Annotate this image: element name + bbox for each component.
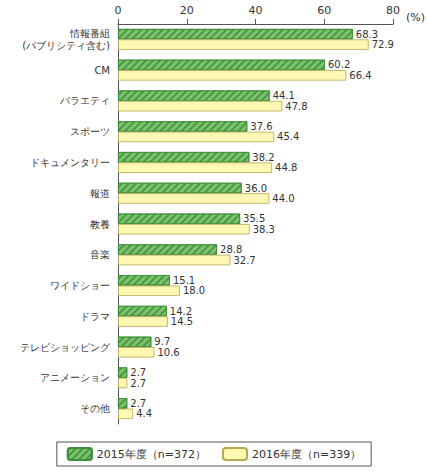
- svg-text:38.3: 38.3: [253, 224, 275, 235]
- svg-text:10.6: 10.6: [157, 347, 179, 358]
- svg-text:2.7: 2.7: [130, 367, 146, 378]
- svg-text:32.7: 32.7: [233, 255, 255, 266]
- svg-text:スポーツ: スポーツ: [70, 126, 110, 137]
- svg-text:35.5: 35.5: [243, 213, 265, 224]
- svg-text:80: 80: [386, 4, 400, 17]
- svg-text:47.8: 47.8: [285, 101, 307, 112]
- svg-text:(%): (%): [406, 11, 425, 24]
- svg-text:18.0: 18.0: [183, 285, 205, 296]
- svg-text:20: 20: [180, 4, 194, 17]
- svg-text:45.4: 45.4: [277, 131, 299, 142]
- svg-text:38.2: 38.2: [252, 152, 274, 163]
- svg-text:音楽: 音楽: [90, 249, 110, 260]
- svg-text:バラエティ: バラエティ: [59, 95, 110, 106]
- svg-text:報道: 報道: [90, 188, 110, 199]
- svg-text:テレビショッピング: テレビショッピング: [20, 342, 111, 353]
- svg-text:0: 0: [115, 4, 122, 17]
- svg-text:2.7: 2.7: [130, 378, 146, 389]
- svg-text:CM: CM: [94, 65, 110, 76]
- svg-text:72.9: 72.9: [372, 39, 394, 50]
- svg-text:44.8: 44.8: [275, 162, 297, 173]
- svg-text:36.0: 36.0: [245, 183, 267, 194]
- svg-text:(パブリシティ含む): (パブリシティ含む): [22, 40, 110, 51]
- svg-text:68.3: 68.3: [356, 29, 378, 40]
- svg-text:2015年度（n=372）: 2015年度（n=372）: [97, 448, 206, 461]
- svg-text:66.4: 66.4: [349, 70, 371, 81]
- svg-text:44.0: 44.0: [272, 193, 294, 204]
- svg-text:40: 40: [249, 4, 263, 17]
- svg-text:37.6: 37.6: [250, 121, 272, 132]
- svg-text:2016年度（n=339）: 2016年度（n=339）: [252, 448, 361, 461]
- svg-text:44.1: 44.1: [273, 90, 295, 101]
- svg-text:28.8: 28.8: [220, 244, 242, 255]
- svg-text:60: 60: [317, 4, 331, 17]
- svg-text:9.7: 9.7: [154, 336, 170, 347]
- svg-text:ドキュメンタリー: ドキュメンタリー: [30, 157, 110, 168]
- svg-text:14.2: 14.2: [170, 306, 192, 317]
- svg-text:アニメーション: アニメーション: [40, 372, 110, 383]
- svg-text:情報番組: 情報番組: [69, 28, 110, 39]
- svg-text:14.5: 14.5: [171, 316, 193, 327]
- svg-text:その他: その他: [80, 403, 110, 414]
- svg-text:60.2: 60.2: [328, 59, 350, 70]
- svg-text:ワイドショー: ワイドショー: [50, 280, 110, 291]
- svg-text:ドラマ: ドラマ: [80, 311, 110, 322]
- svg-text:4.4: 4.4: [136, 408, 152, 419]
- svg-text:2.7: 2.7: [130, 398, 146, 409]
- svg-text:15.1: 15.1: [173, 275, 195, 286]
- svg-text:教養: 教養: [90, 219, 110, 230]
